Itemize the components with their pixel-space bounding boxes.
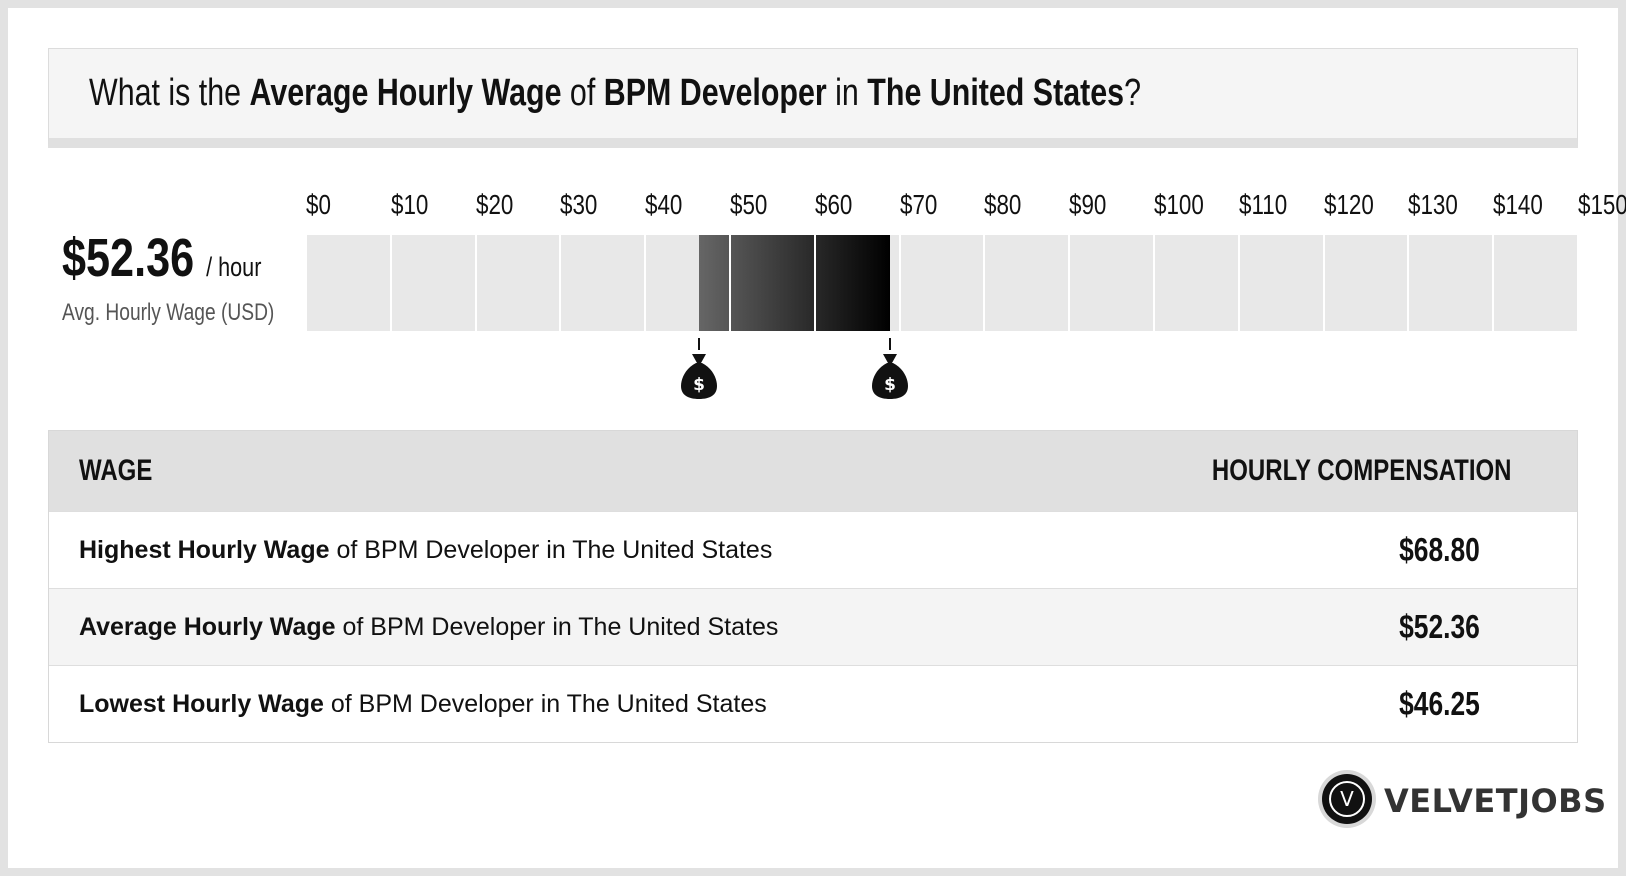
- money-bag-icon: $: [870, 352, 910, 400]
- scale-segment: [476, 235, 560, 331]
- row-value: $68.80: [1398, 531, 1480, 568]
- tick-label: $120: [1323, 189, 1374, 220]
- tick-label: $10: [390, 189, 429, 220]
- wage-range-fill: [731, 235, 814, 331]
- tick-label: $70: [899, 189, 937, 220]
- row-value: $52.36: [1398, 608, 1480, 645]
- tick-label: $30: [560, 189, 598, 220]
- wage-range-fill: [699, 235, 729, 331]
- wage-range-bar: [307, 235, 1579, 331]
- tick-label: $60: [814, 189, 853, 220]
- row-label: Lowest Hourly Wage of BPM Developer in T…: [79, 690, 767, 718]
- scale-segment: [1155, 235, 1238, 331]
- tick-label: $80: [984, 189, 1022, 220]
- tick-label: $140: [1493, 189, 1544, 220]
- page-title-bar: What is the Average Hourly Wage of BPM D…: [48, 48, 1578, 148]
- column-header-wage: WAGE: [79, 454, 153, 487]
- page-title: What is the Average Hourly Wage of BPM D…: [89, 72, 1141, 114]
- tick-label: $50: [730, 189, 768, 220]
- wage-scale-ticks: $0 $10 $20 $30 $40 $50 $60 $70 $80 $90 $100 $110 $12…: [0, 188, 1626, 224]
- tick-label: $130: [1408, 189, 1459, 220]
- scale-segment: [1070, 235, 1153, 331]
- marker-tick: [889, 338, 892, 350]
- scale-segment: [985, 235, 1069, 331]
- logo-circle-icon: V: [1322, 774, 1372, 824]
- average-wage-value: $52.36 / hour: [62, 228, 262, 288]
- scale-segment: [1324, 235, 1408, 331]
- tick-label: $150+: [1578, 189, 1626, 220]
- average-wage-label: Avg. Hourly Wage (USD): [62, 299, 275, 326]
- scale-segment: [307, 235, 390, 331]
- tick-label: $100: [1154, 189, 1204, 220]
- scale-segment: [1239, 235, 1323, 331]
- scale-segment: [1494, 235, 1577, 331]
- svg-text:$: $: [693, 375, 705, 395]
- row-label: Highest Hourly Wage of BPM Developer in …: [79, 536, 773, 564]
- wage-table: WAGE HOURLY COMPENSATION Highest Hourly …: [48, 430, 1578, 743]
- svg-text:$: $: [885, 375, 897, 395]
- marker-tick: [698, 338, 701, 350]
- tick-label: $0: [306, 189, 331, 220]
- tick-label: $20: [475, 189, 513, 220]
- scale-segment: [900, 235, 984, 331]
- wage-range-fill: [815, 235, 891, 331]
- table-row-lowest: Lowest Hourly Wage of BPM Developer in T…: [49, 665, 1577, 742]
- logo-wordmark: VELVETJOBS: [1384, 782, 1607, 820]
- tick-label: $110: [1238, 189, 1287, 220]
- row-label: Average Hourly Wage of BPM Developer in …: [79, 613, 779, 641]
- table-header: WAGE HOURLY COMPENSATION: [49, 431, 1577, 511]
- wage-unit: / hour: [206, 252, 262, 282]
- scale-segment: [391, 235, 475, 331]
- money-bag-icon: $: [679, 352, 719, 400]
- scale-segment: [561, 235, 645, 331]
- column-header-hourly-compensation: HOURLY COMPENSATION: [1211, 454, 1511, 487]
- tick-label: $90: [1069, 189, 1107, 220]
- table-row-average: Average Hourly Wage of BPM Developer in …: [49, 588, 1577, 665]
- row-value: $46.25: [1398, 685, 1480, 722]
- scale-segment: [1409, 235, 1493, 331]
- table-row-highest: Highest Hourly Wage of BPM Developer in …: [49, 511, 1577, 588]
- tick-label: $40: [645, 189, 683, 220]
